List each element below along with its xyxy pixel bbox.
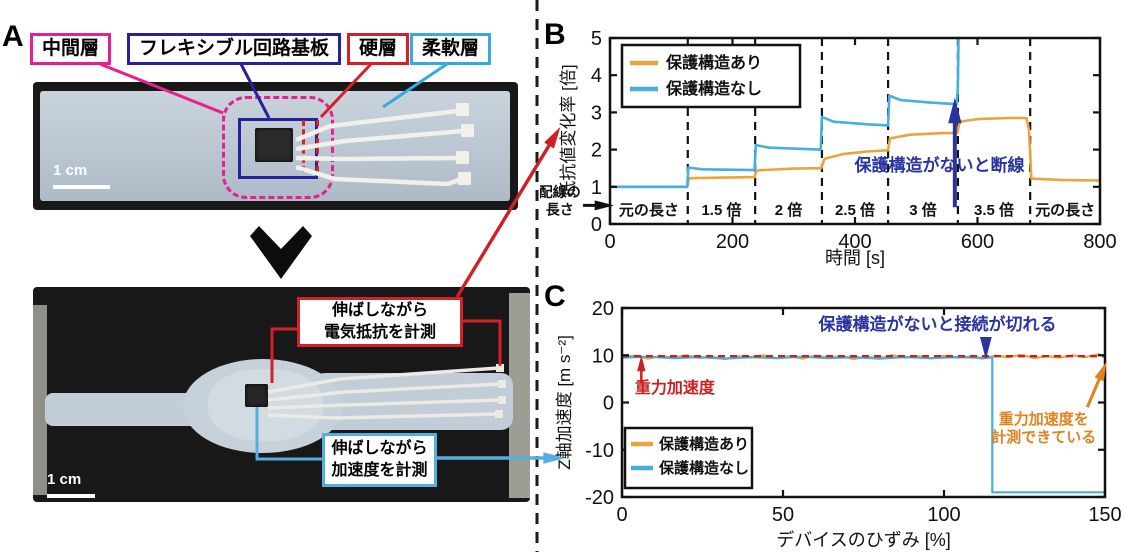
- x-tick-label: 50: [772, 504, 794, 526]
- y-tick-label: 1: [591, 177, 602, 199]
- region-label: 2 倍: [775, 201, 803, 219]
- y-tick-label: 4: [591, 65, 602, 87]
- callout-measure-acceleration: 伸ばしながら 加速度を計測: [322, 433, 437, 487]
- accelerometer-chip: [255, 128, 293, 162]
- stretched-strip-right: [313, 373, 513, 430]
- series-保護構造あり: [610, 116, 1100, 189]
- x-tick-label: 800: [1083, 231, 1116, 253]
- callout-measure-resistance: 伸ばしながら 電気抵抗を計測: [297, 297, 463, 347]
- series-group: [622, 353, 1105, 494]
- y-tick-label: -20: [585, 487, 614, 509]
- annotation: 重力加速度を計測できている: [991, 410, 1096, 446]
- down-arrow-icon: [250, 226, 312, 279]
- panel-c-chart: 0 50 100 150 -20 -10 0 10 20 デバイスのひずみ [%] Z軸加速度 [m…: [555, 298, 1122, 550]
- label-flexible-circuit-board: フレキシブル回路基板: [127, 33, 342, 65]
- accelerometer-chip-stretched: [245, 384, 268, 407]
- region-label: 1.5 倍: [701, 201, 741, 219]
- legend-label: 保護構造なし: [665, 79, 762, 98]
- clamp-left: [33, 305, 47, 495]
- annotation: 配線の長さ: [540, 184, 581, 217]
- annotation-arrow-head: [979, 337, 992, 360]
- annotation: 保護構造がないと接続が切れる: [818, 314, 1057, 334]
- label-soft-layer: 柔軟層: [410, 33, 492, 65]
- y-tick-label: 0: [603, 393, 614, 415]
- x-tick-label: 100: [927, 504, 960, 526]
- annotation-arrow-head: [594, 200, 615, 211]
- y-tick-label: 2: [591, 140, 602, 162]
- y-axis-label: 抵抗値変化率 [倍]: [559, 64, 578, 197]
- hard-layer-outline-right: [316, 120, 319, 172]
- y-tick-label: 10: [592, 345, 614, 367]
- annotation-arrow-head: [948, 97, 962, 124]
- x-tick-label: 150: [1088, 504, 1121, 526]
- scale-bar: [47, 494, 95, 498]
- region-label: 3 倍: [909, 201, 937, 219]
- label-middle-layer: 中間層: [30, 33, 112, 65]
- region-label: 元の長さ: [1035, 202, 1095, 219]
- y-tick-label: -10: [585, 440, 614, 462]
- x-tick-label: 0: [616, 504, 627, 526]
- clamp-right: [509, 293, 530, 498]
- y-axis-label: Z軸加速度 [m s⁻²]: [555, 335, 574, 470]
- label-hard-layer: 硬層: [347, 33, 410, 65]
- scale-bar: [53, 185, 110, 189]
- legend-label: 保護構造あり: [665, 53, 762, 72]
- x-tick-label: 200: [716, 231, 749, 253]
- x-tick-label: 600: [961, 231, 994, 253]
- x-axis-label: 時間 [s]: [825, 248, 885, 268]
- hard-layer-outline-left: [302, 120, 305, 172]
- y-tick-label: 3: [591, 102, 602, 124]
- series-保護構造なし: [610, 38, 960, 189]
- device-photo-unstretched: 1 cm: [33, 82, 518, 210]
- x-tick-label: 400: [838, 231, 871, 253]
- annotation: 保護構造がないと断線: [854, 155, 1025, 175]
- annotation-arrow-head: [637, 355, 646, 372]
- panel-a-letter: A: [2, 20, 24, 53]
- y-tick-label: 0: [591, 214, 602, 236]
- legend-label: 保護構造なし: [658, 459, 749, 477]
- scale-bar-label: 1 cm: [53, 162, 88, 179]
- region-label: 3.5 倍: [974, 201, 1014, 219]
- panel-c-letter: C: [544, 280, 566, 313]
- x-tick-label: 0: [604, 231, 615, 253]
- panel-b-letter: B: [544, 18, 566, 51]
- annotation-arrow-head: [1094, 361, 1107, 382]
- y-tick-label: 5: [591, 28, 602, 50]
- y-tick-label: 20: [592, 298, 614, 320]
- annotation: 重力加速度: [635, 378, 716, 397]
- legend-box: [623, 426, 754, 490]
- legend-box: [620, 43, 802, 109]
- series-group: [610, 38, 1100, 189]
- scale-bar-label: 1 cm: [47, 471, 82, 488]
- x-axis-label: デバイスのひずみ [%]: [776, 530, 950, 550]
- region-label: 元の長さ: [619, 202, 679, 219]
- region-label: 2.5 倍: [835, 201, 875, 219]
- legend-label: 保護構造あり: [658, 435, 749, 453]
